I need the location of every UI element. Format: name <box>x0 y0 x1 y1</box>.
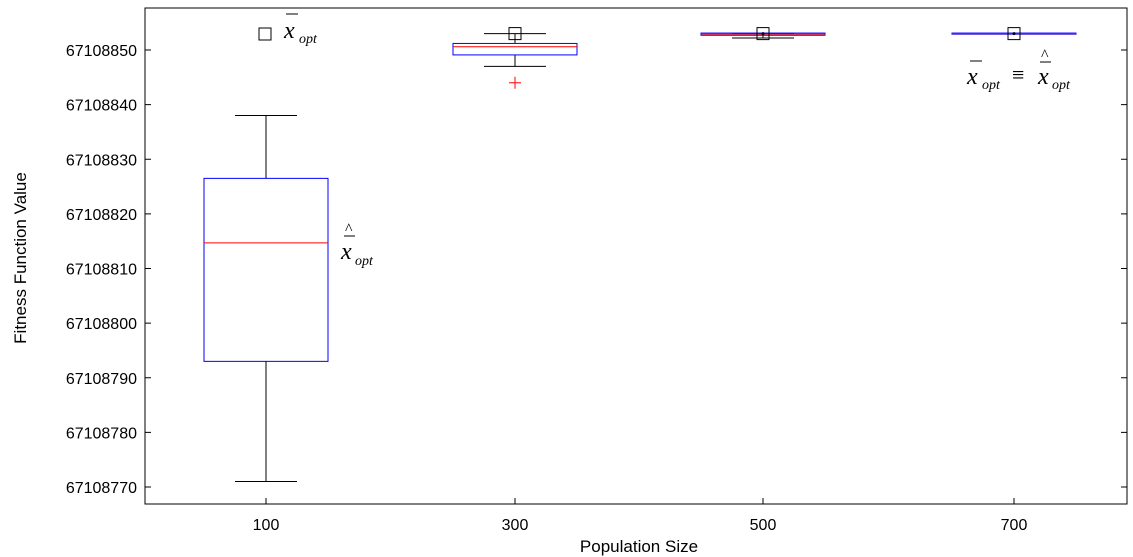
equiv-operator: ≡ <box>1012 62 1024 87</box>
xhat-x-symbol: x <box>340 239 352 265</box>
xhat-caret: ^ <box>345 221 353 238</box>
plot-area-frame <box>144 7 1128 505</box>
y-tick-label: 67108800 <box>66 316 137 333</box>
xhat-annotation: ^ x opt <box>340 221 374 269</box>
x-tick-label: 100 <box>253 517 280 534</box>
y-tick-label: 67108840 <box>66 98 137 115</box>
xhat-opt-subscript: opt <box>355 254 374 269</box>
equiv-right-opt-subscript: opt <box>1052 78 1071 93</box>
equiv-right-caret: ^ <box>1041 47 1049 64</box>
box-iqr <box>452 42 578 56</box>
y-axis-label: Fitness Function Value <box>11 172 30 344</box>
y-tick-label: 67108830 <box>66 152 137 169</box>
legend-mean-marker: x opt <box>258 13 318 47</box>
y-tick-label: 67108780 <box>66 425 137 442</box>
x-axis-label: Population Size <box>580 537 698 556</box>
y-tick-label: 67108850 <box>66 43 137 60</box>
x-tick-label: 300 <box>502 517 529 534</box>
legend-square-icon <box>258 27 272 41</box>
mean-center-dot <box>761 32 765 36</box>
box-series <box>203 27 1077 483</box>
y-tick-label: 67108820 <box>66 207 137 224</box>
mean-center-dot <box>1012 32 1016 36</box>
y-tick-label: 67108790 <box>66 371 137 388</box>
mean-square-marker <box>1007 27 1021 41</box>
equiv-left-x-symbol: x <box>966 64 978 90</box>
y-tick-label: 67108810 <box>66 262 137 279</box>
y-axis-ticks: 67108770 67108780 67108790 67108800 67108810… <box>66 43 1127 497</box>
legend-opt-subscript: opt <box>299 32 318 47</box>
mean-square-marker <box>508 27 522 41</box>
x-axis-ticks: 100 300 500 700 <box>253 498 1028 534</box>
x-tick-label: 700 <box>1001 517 1028 534</box>
equiv-right-x-symbol: x <box>1037 64 1049 90</box>
x-tick-label: 500 <box>750 517 777 534</box>
y-tick-label: 67108770 <box>66 480 137 497</box>
legend-x-symbol: x <box>283 18 295 44</box>
equivalence-annotation: x opt ≡ ^ x opt <box>966 47 1071 93</box>
equiv-left-opt-subscript: opt <box>982 78 1001 93</box>
box-iqr <box>203 177 329 362</box>
mean-square-marker <box>756 27 770 41</box>
